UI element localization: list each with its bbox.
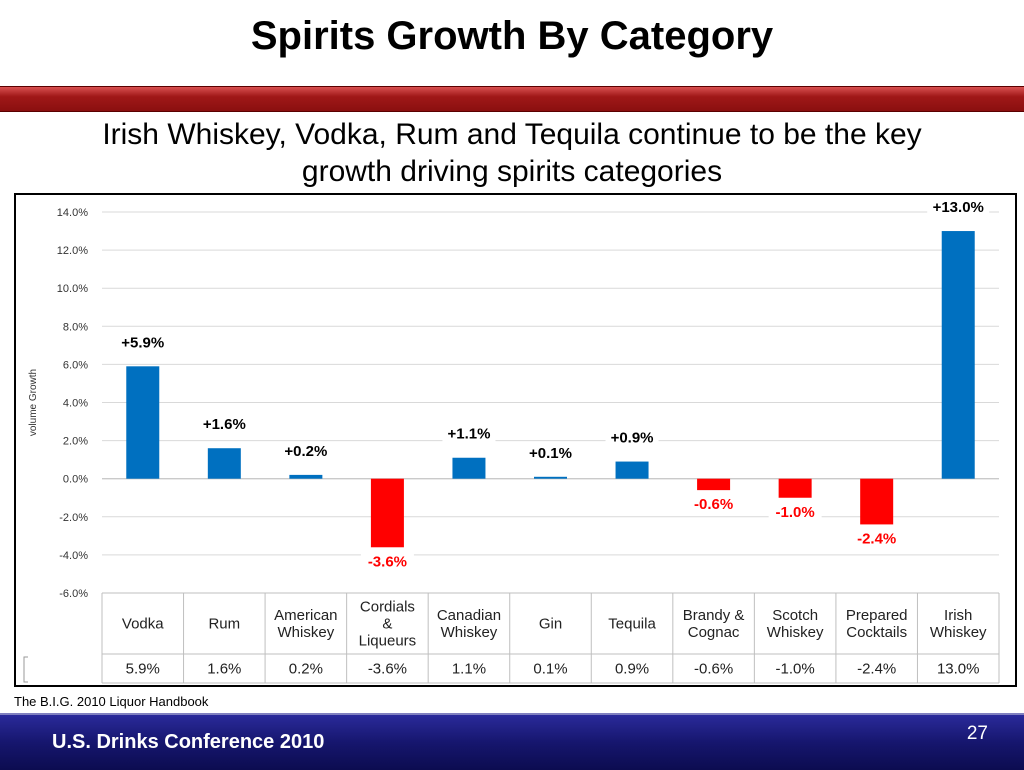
category-label: Cognac — [688, 624, 740, 641]
y-tick-label: 12.0% — [57, 245, 88, 257]
legend-key-bracket — [23, 656, 28, 683]
category-label: Scotch — [772, 607, 818, 624]
slide-subtitle: Irish Whiskey, Vodka, Rum and Tequila co… — [10, 116, 1014, 190]
table-value: 0.2% — [289, 661, 323, 678]
y-tick-label: -2.0% — [59, 512, 88, 524]
data-label-bg — [850, 529, 904, 549]
bar-6 — [615, 461, 649, 479]
data-label: +0.9% — [611, 430, 654, 447]
data-label-bg — [768, 502, 822, 522]
bar-5 — [534, 476, 567, 479]
data-label-bg — [927, 198, 990, 218]
data-label: +5.9% — [121, 334, 164, 351]
bar-10 — [941, 231, 975, 479]
data-label-bg — [116, 333, 170, 353]
y-tick-label: -6.0% — [59, 588, 88, 600]
category-label: Cocktails — [846, 624, 907, 641]
category-label: Brandy & — [683, 607, 745, 624]
category-label: Rum — [208, 616, 240, 633]
data-label-bg — [360, 552, 414, 572]
table-value: 5.9% — [126, 661, 160, 678]
y-tick-label: 6.0% — [63, 359, 88, 371]
category-label: Gin — [539, 616, 562, 633]
category-label: Whiskey — [767, 624, 824, 641]
data-label-bg — [442, 424, 496, 444]
bar-4 — [452, 457, 486, 479]
table-value: -1.0% — [776, 661, 815, 678]
chart-frame: 14.0% 12.0% 10.0% 8.0% 6.0% 4.0% 2.0% 0.0% -2.0%… — [14, 193, 1017, 687]
category-label: Liqueurs — [359, 633, 417, 650]
y-tick-label: -4.0% — [59, 550, 88, 562]
data-label: +0.1% — [529, 445, 572, 462]
data-label: +1.1% — [447, 426, 490, 443]
category-label: Whiskey — [930, 624, 987, 641]
data-label: -3.6% — [368, 553, 407, 570]
table-value: -3.6% — [368, 661, 407, 678]
category-label: & — [382, 616, 392, 633]
bar-0 — [126, 366, 160, 479]
y-tick-label: 2.0% — [63, 436, 88, 448]
y-axis-title: volume Growth — [28, 369, 39, 436]
data-label-bg — [687, 495, 741, 515]
category-label: American — [274, 607, 337, 624]
slide-title: Spirits Growth By Category — [250, 14, 774, 58]
data-label-bg — [279, 441, 333, 461]
data-label: -1.0% — [776, 504, 815, 521]
table-value: 1.1% — [452, 661, 486, 678]
bar-1 — [207, 448, 241, 479]
footer-text: U.S. Drinks Conference 2010 — [52, 731, 325, 753]
y-tick-label: 0.0% — [63, 474, 88, 486]
y-tick-label: 14.0% — [57, 207, 88, 219]
table-value: 0.9% — [615, 661, 649, 678]
category-label: Whiskey — [441, 624, 498, 641]
category-label: Canadian — [437, 607, 501, 624]
title-divider-bar — [0, 86, 1024, 112]
data-label-bg — [197, 415, 251, 435]
category-label: Tequila — [608, 616, 656, 633]
data-label: +1.6% — [203, 416, 246, 433]
bar-3 — [370, 478, 404, 548]
bar-9 — [860, 478, 894, 525]
page-number: 27 — [966, 723, 988, 744]
footer-bar: U.S. Drinks Conference 2010 27 — [0, 713, 1024, 770]
category-label: Cordials — [360, 599, 415, 616]
table-value: -2.4% — [857, 661, 896, 678]
subtitle-line-1: Irish Whiskey, Vodka, Rum and Tequila co… — [102, 118, 922, 151]
category-label: Prepared — [846, 607, 908, 624]
bar-2 — [289, 474, 323, 479]
table-value: 0.1% — [533, 661, 567, 678]
data-label: +0.2% — [284, 443, 327, 460]
table-value: -0.6% — [694, 661, 733, 678]
category-label: Vodka — [122, 616, 164, 633]
table-value: 13.0% — [937, 661, 980, 678]
data-label-bg — [524, 443, 577, 463]
bar-8 — [778, 478, 812, 498]
source-citation: The B.I.G. 2010 Liquor Handbook — [14, 694, 209, 709]
subtitle-line-2: growth driving spirits categories — [301, 155, 723, 188]
table-value: 1.6% — [207, 661, 241, 678]
data-label: -2.4% — [857, 530, 896, 547]
category-label: Irish — [944, 607, 972, 624]
y-tick-label: 10.0% — [57, 283, 88, 295]
bar-chart: 14.0% 12.0% 10.0% 8.0% 6.0% 4.0% 2.0% 0.0% -2.0%… — [23, 198, 1000, 684]
category-label: Whiskey — [278, 624, 335, 641]
bar-7 — [697, 478, 731, 491]
data-label: +13.0% — [933, 199, 984, 216]
y-tick-label: 8.0% — [63, 321, 88, 333]
data-label-bg — [605, 428, 659, 448]
y-tick-label: 4.0% — [63, 398, 88, 410]
data-label: -0.6% — [694, 496, 733, 513]
